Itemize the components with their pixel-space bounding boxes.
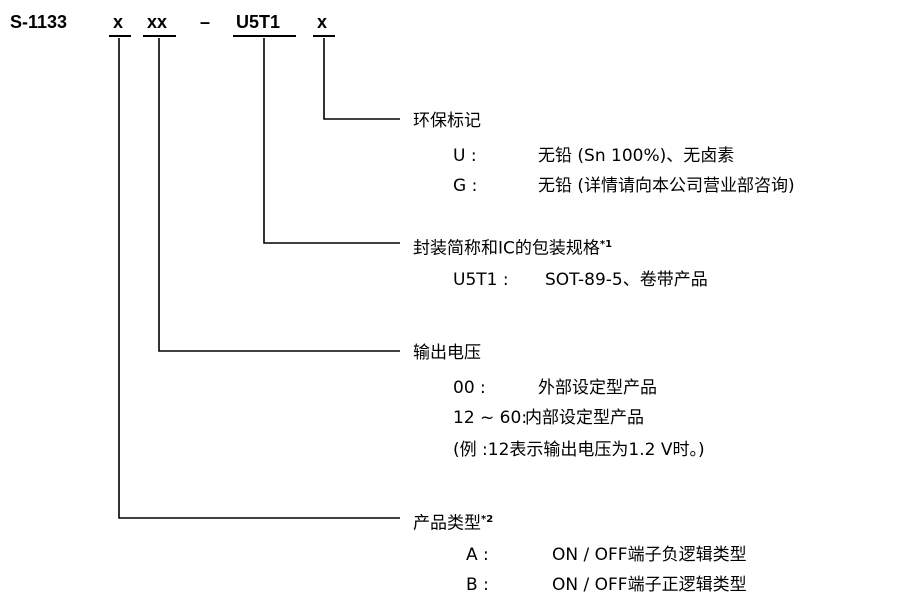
product-type-title: 产品类型*2 [413,513,494,534]
underline-package [233,35,296,37]
package-title: 封装简称和IC的包装规格*1 [413,238,613,259]
voltage-desc-00: 外部设定型产品 [538,378,657,398]
part-number-prefix: S-1133 [10,12,68,32]
env-code-g-desc: 无铅 (详情请向本公司营业部咨询) [538,176,795,196]
connector-package [263,38,400,244]
env-code-g-code: G : [453,176,478,196]
env-code-u-desc: 无铅 (Sn 100%)、无卤素 [538,146,735,166]
voltage-code-00: 00 : [453,378,486,398]
underline-env [313,35,335,37]
part-segment-env: x [317,12,328,32]
product-type-b-desc: ON / OFF端子正逻辑类型 [552,575,747,595]
connector-env [323,38,400,120]
product-type-a-desc: ON / OFF端子负逻辑类型 [552,545,747,565]
voltage-code-range: 12 ~ 60: [453,408,528,428]
product-type-b-code: B : [466,575,489,595]
product-type-a-code: A : [466,545,489,565]
underline-voltage [143,35,176,37]
package-desc: SOT-89-5、卷带产品 [545,270,708,290]
underline-type [109,35,131,37]
part-segment-package: U5T1 [236,12,281,32]
voltage-title: 输出电压 [413,343,481,363]
voltage-example: (例 :12表示输出电压为1.2 V时。) [453,440,705,460]
voltage-desc-range: 内部设定型产品 [525,408,644,428]
part-segment-type: x [113,12,124,32]
connector-type [118,38,400,519]
env-code-u-code: U : [453,146,477,166]
env-code-title: 环保标记 [413,111,481,131]
product-type-note: *2 [481,514,494,525]
package-note: *1 [599,239,613,250]
part-segment-voltage: xx [147,12,168,32]
connector-voltage [158,38,400,352]
package-code: U5T1 : [453,270,509,290]
part-dash: – [200,12,211,32]
